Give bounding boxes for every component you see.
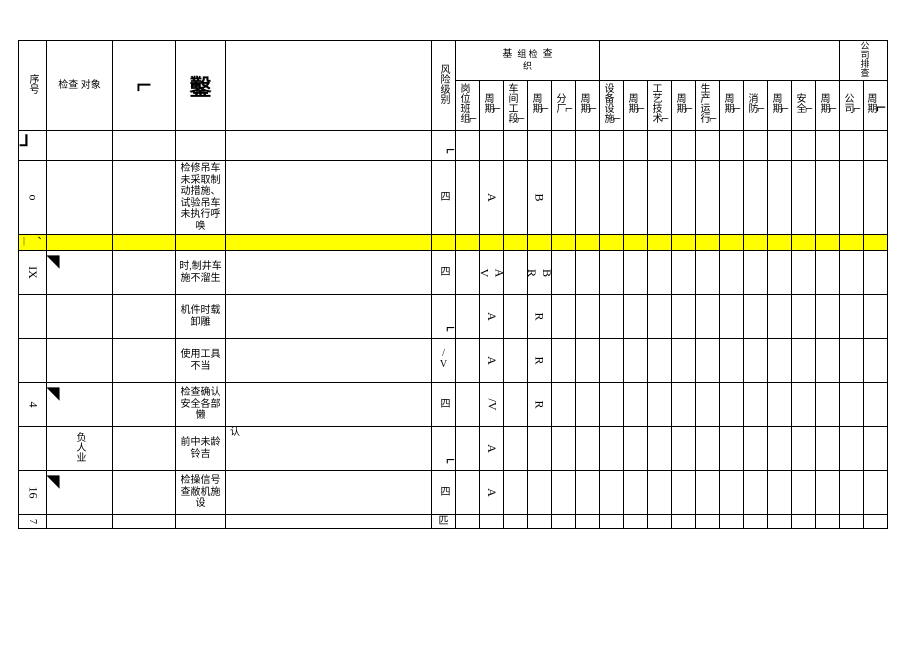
hdr-mid-blank	[600, 41, 840, 81]
h14: 周期	[770, 93, 781, 113]
c3-b2: R	[532, 356, 547, 364]
c1-16: A	[484, 488, 499, 497]
c3-b1: R	[532, 312, 547, 320]
h16: 周期	[818, 93, 829, 113]
h1: 岗位班组	[458, 83, 469, 123]
c1-ren: A	[484, 444, 499, 453]
seq-o: o	[25, 195, 40, 201]
c3-4: R	[532, 400, 547, 408]
spacer-ren: 认	[230, 427, 240, 439]
desc-4: 检查确认安全各部懒	[176, 385, 225, 424]
h8: 周期	[626, 93, 637, 113]
risk-o: 四	[438, 191, 449, 201]
yellow-mark: ︱ ︑	[19, 237, 42, 249]
risk-4: 四	[438, 398, 449, 408]
header-row-1: 序号 检查 对象 ⌐ 鑿 风险级别 基 组 检 查 织 公司排查	[19, 41, 888, 81]
row-7: 7 匹	[19, 515, 888, 529]
h5: 分厂	[554, 93, 565, 113]
c1-o: A	[484, 193, 499, 202]
risk-glyph-top: ⌐	[446, 142, 455, 160]
c3-ix: BR	[528, 268, 552, 276]
row-16: 16 ◥ 检操信号查敝机施设 四 A	[19, 471, 888, 515]
desc-o: 检修吊车未采取制动措施、试验吊车未执行呼唤	[176, 161, 225, 234]
desc-b2: 使用工具不当	[176, 347, 225, 374]
row-o: o 检修吊车未采取制动措施、试验吊车未执行呼唤 四 A B	[19, 161, 888, 235]
risk-b2: /V	[438, 348, 449, 370]
row-ren: 负人业 前中未龄铃吉 认 ⌐ A	[19, 427, 888, 471]
c1-b1: A	[484, 312, 499, 321]
hdr-glyph: ⌐	[136, 70, 152, 102]
obj-mark-4: ◥	[47, 383, 59, 403]
h3: 车间工段	[506, 83, 517, 123]
row-b2: 使用工具不当 /V A R	[19, 339, 888, 383]
desc-ix: 时,制井车施不溜生	[176, 259, 225, 286]
h12: 周期	[722, 93, 733, 113]
row-yellow: ︱ ︑	[19, 235, 888, 251]
hdr-ornament: 鑿	[189, 70, 211, 102]
h6: 周期	[578, 93, 589, 113]
hdr-risk: 风险级别	[438, 64, 449, 104]
row-4: 4 ◥ 检查确认安全各部懒 四 /V R	[19, 383, 888, 427]
obj-mark-16: ◥	[47, 471, 59, 491]
risk-16: 四	[438, 486, 449, 496]
h4: 周期	[530, 93, 541, 113]
seq-glyph: ᒧ	[19, 131, 29, 151]
hdr-company: 公司排查	[859, 41, 869, 77]
hdr-org: 织	[523, 61, 532, 72]
h13: 消防	[746, 93, 757, 113]
c1-ix: AV	[480, 268, 504, 277]
desc-ren: 前中未龄铃吉	[176, 435, 225, 462]
seq-16: 16	[25, 487, 40, 499]
hdr-obj: 检查 对象	[58, 80, 101, 92]
hdr-seq: 序号	[27, 74, 38, 94]
risk-ren: ⌐	[446, 452, 455, 470]
row-b1: 机件时载卸雕 ⌐ A R	[19, 295, 888, 339]
row-top: ᒧ ⌐	[19, 131, 888, 161]
risk-ix: 四	[438, 266, 449, 276]
obj-mark-ix: ◥	[47, 251, 59, 271]
c1-4: /V	[484, 399, 499, 411]
h17: 公司	[842, 93, 853, 113]
c1-b2: A	[484, 356, 499, 365]
h9: 工艺技术	[650, 83, 661, 123]
hdr-spacer	[226, 41, 432, 131]
h18: 周期	[865, 93, 876, 113]
c3-o: B	[532, 193, 547, 201]
risk-b1: ⌐	[446, 320, 455, 338]
h2: 周期	[482, 93, 493, 113]
h15: 安全	[794, 93, 805, 113]
h10: 周期	[674, 93, 685, 113]
risk-7: 匹	[439, 516, 449, 528]
inspection-table: 序号 检查 对象 ⌐ 鑿 风险级别 基 组 检 查 织 公司排查 岗位班组 ⌐ 周…	[18, 40, 888, 529]
h11: 生产运行	[698, 83, 709, 123]
seq-ix: IX	[25, 266, 40, 279]
h7: 设备设施	[602, 83, 613, 123]
obj-ren: 负人业	[74, 432, 85, 462]
desc-b1: 机件时载卸雕	[176, 303, 225, 330]
desc-16: 检操信号查敝机施设	[176, 473, 225, 512]
row-ix: IX ◥ 时,制井车施不溜生 四 AV BR	[19, 251, 888, 295]
seq-7: 7	[27, 519, 38, 524]
seq-4: 4	[25, 402, 40, 408]
hdr-basic: 基 组 检 查	[502, 49, 552, 61]
